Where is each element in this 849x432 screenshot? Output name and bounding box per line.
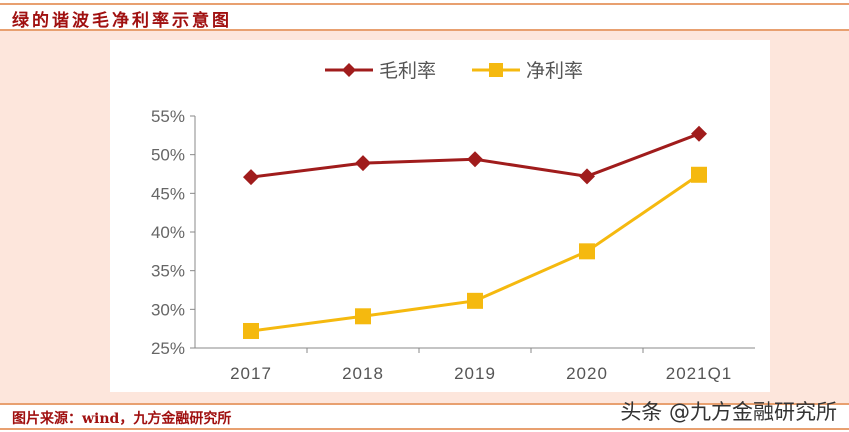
legend-marker-square bbox=[489, 63, 503, 77]
footer-divider bbox=[0, 403, 849, 405]
data-point-diamond bbox=[467, 151, 483, 168]
data-point-square bbox=[691, 166, 707, 183]
x-tick-label: 2019 bbox=[454, 364, 496, 383]
data-point-diamond bbox=[355, 155, 371, 172]
source-note: 图片来源：wind，九方金融研究所 bbox=[12, 411, 232, 427]
x-tick-label: 2020 bbox=[566, 364, 608, 383]
data-point-diamond bbox=[579, 168, 595, 185]
top-divider bbox=[0, 3, 849, 5]
y-tick-label: 50% bbox=[151, 146, 185, 165]
data-point-diamond bbox=[691, 125, 707, 142]
y-tick-label: 55% bbox=[151, 107, 185, 126]
data-point-square bbox=[355, 308, 371, 325]
page-title: 绿的谐波毛净利率示意图 bbox=[12, 11, 232, 31]
x-tick-label: 2021Q1 bbox=[666, 364, 733, 383]
y-tick-label: 40% bbox=[151, 223, 185, 242]
bottom-divider bbox=[0, 428, 849, 430]
chart-area: 25% 30% 35% 40% 45% 50% 55% 2017 2018 2019 2020 202… bbox=[110, 40, 770, 392]
line-chart: 25% 30% 35% 40% 45% 50% 55% 2017 2018 2019 2020 202… bbox=[151, 60, 755, 383]
data-point-square bbox=[243, 322, 259, 339]
watermark: 头条 @九方金融研究所 bbox=[620, 400, 837, 424]
y-tick-label: 30% bbox=[151, 300, 185, 319]
legend-label: 毛利率 bbox=[379, 60, 436, 82]
data-point-diamond bbox=[243, 169, 259, 186]
x-tick-label: 2017 bbox=[230, 364, 272, 383]
data-point-square bbox=[579, 243, 595, 260]
x-tick-label: 2018 bbox=[342, 364, 384, 383]
y-tick-label: 35% bbox=[151, 262, 185, 281]
y-tick-label: 45% bbox=[151, 184, 185, 203]
legend-marker-diamond bbox=[342, 63, 356, 77]
y-tick-label: 25% bbox=[151, 339, 185, 358]
legend-label: 净利率 bbox=[526, 60, 583, 82]
data-point-square bbox=[467, 292, 483, 309]
